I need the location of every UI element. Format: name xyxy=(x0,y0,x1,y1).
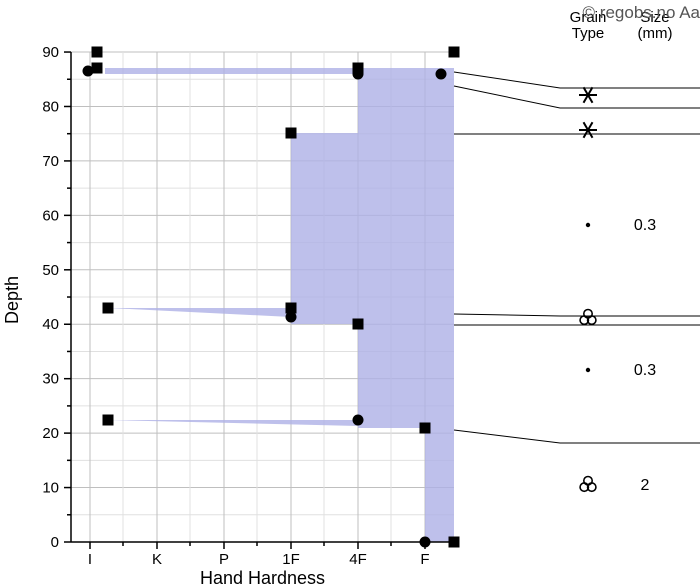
marker-square xyxy=(353,319,364,330)
x-axis-title: Hand Hardness xyxy=(200,568,325,584)
grain-rows: 0.3 0.3 2 xyxy=(454,72,700,494)
leader-line xyxy=(454,72,700,88)
leader-line xyxy=(454,86,700,108)
leader-line xyxy=(454,430,700,443)
marker-square xyxy=(103,303,114,314)
x-tick-label: F xyxy=(420,551,429,568)
x-tick-label: 4F xyxy=(349,551,367,568)
dot-icon xyxy=(586,368,590,372)
y-tick-label: 10 xyxy=(42,480,59,497)
dot-icon xyxy=(586,223,590,227)
marker-square xyxy=(449,537,460,548)
asterisk-icon xyxy=(579,87,597,103)
y-tick-label: 90 xyxy=(42,44,59,61)
snow-profile-chart: 0 10 20 30 40 50 60 70 80 90 Depth I K P 1F 4F F Hand Har… xyxy=(0,0,700,584)
y-axis-title: Depth xyxy=(2,276,22,324)
marker-circle xyxy=(353,69,364,80)
marker-circle xyxy=(436,69,447,80)
asterisk-icon xyxy=(579,122,597,138)
x-tick-label: K xyxy=(152,551,162,568)
leader-line xyxy=(454,314,700,316)
marker-circle xyxy=(83,66,94,77)
y-tick-label: 30 xyxy=(42,371,59,388)
y-tick-label: 60 xyxy=(42,207,59,224)
y-tick-label: 50 xyxy=(42,262,59,279)
x-tick-label: 1F xyxy=(282,551,300,568)
marker-circle xyxy=(420,537,431,548)
y-tick-label: 20 xyxy=(42,425,59,442)
marker-circle xyxy=(286,312,297,323)
x-tick-label: I xyxy=(88,551,92,568)
marker-square xyxy=(103,415,114,426)
marker-circle xyxy=(353,415,364,426)
rounded3-icon xyxy=(580,477,596,492)
marker-square xyxy=(286,128,297,139)
y-tick-label: 70 xyxy=(42,153,59,170)
marker-square xyxy=(92,47,103,58)
grain-size-label: 2 xyxy=(641,477,650,494)
marker-square xyxy=(449,47,460,58)
y-tick-label: 0 xyxy=(51,534,59,551)
x-tick-label: P xyxy=(219,551,229,568)
credit-text: © regobs.no Aa xyxy=(583,3,700,22)
grain-size-label: 0.3 xyxy=(634,217,656,234)
marker-square xyxy=(420,423,431,434)
y-tick-label: 40 xyxy=(42,316,59,333)
rounded3-icon xyxy=(580,310,596,325)
grain-size-label: 0.3 xyxy=(634,362,656,379)
y-tick-label: 80 xyxy=(42,98,59,115)
